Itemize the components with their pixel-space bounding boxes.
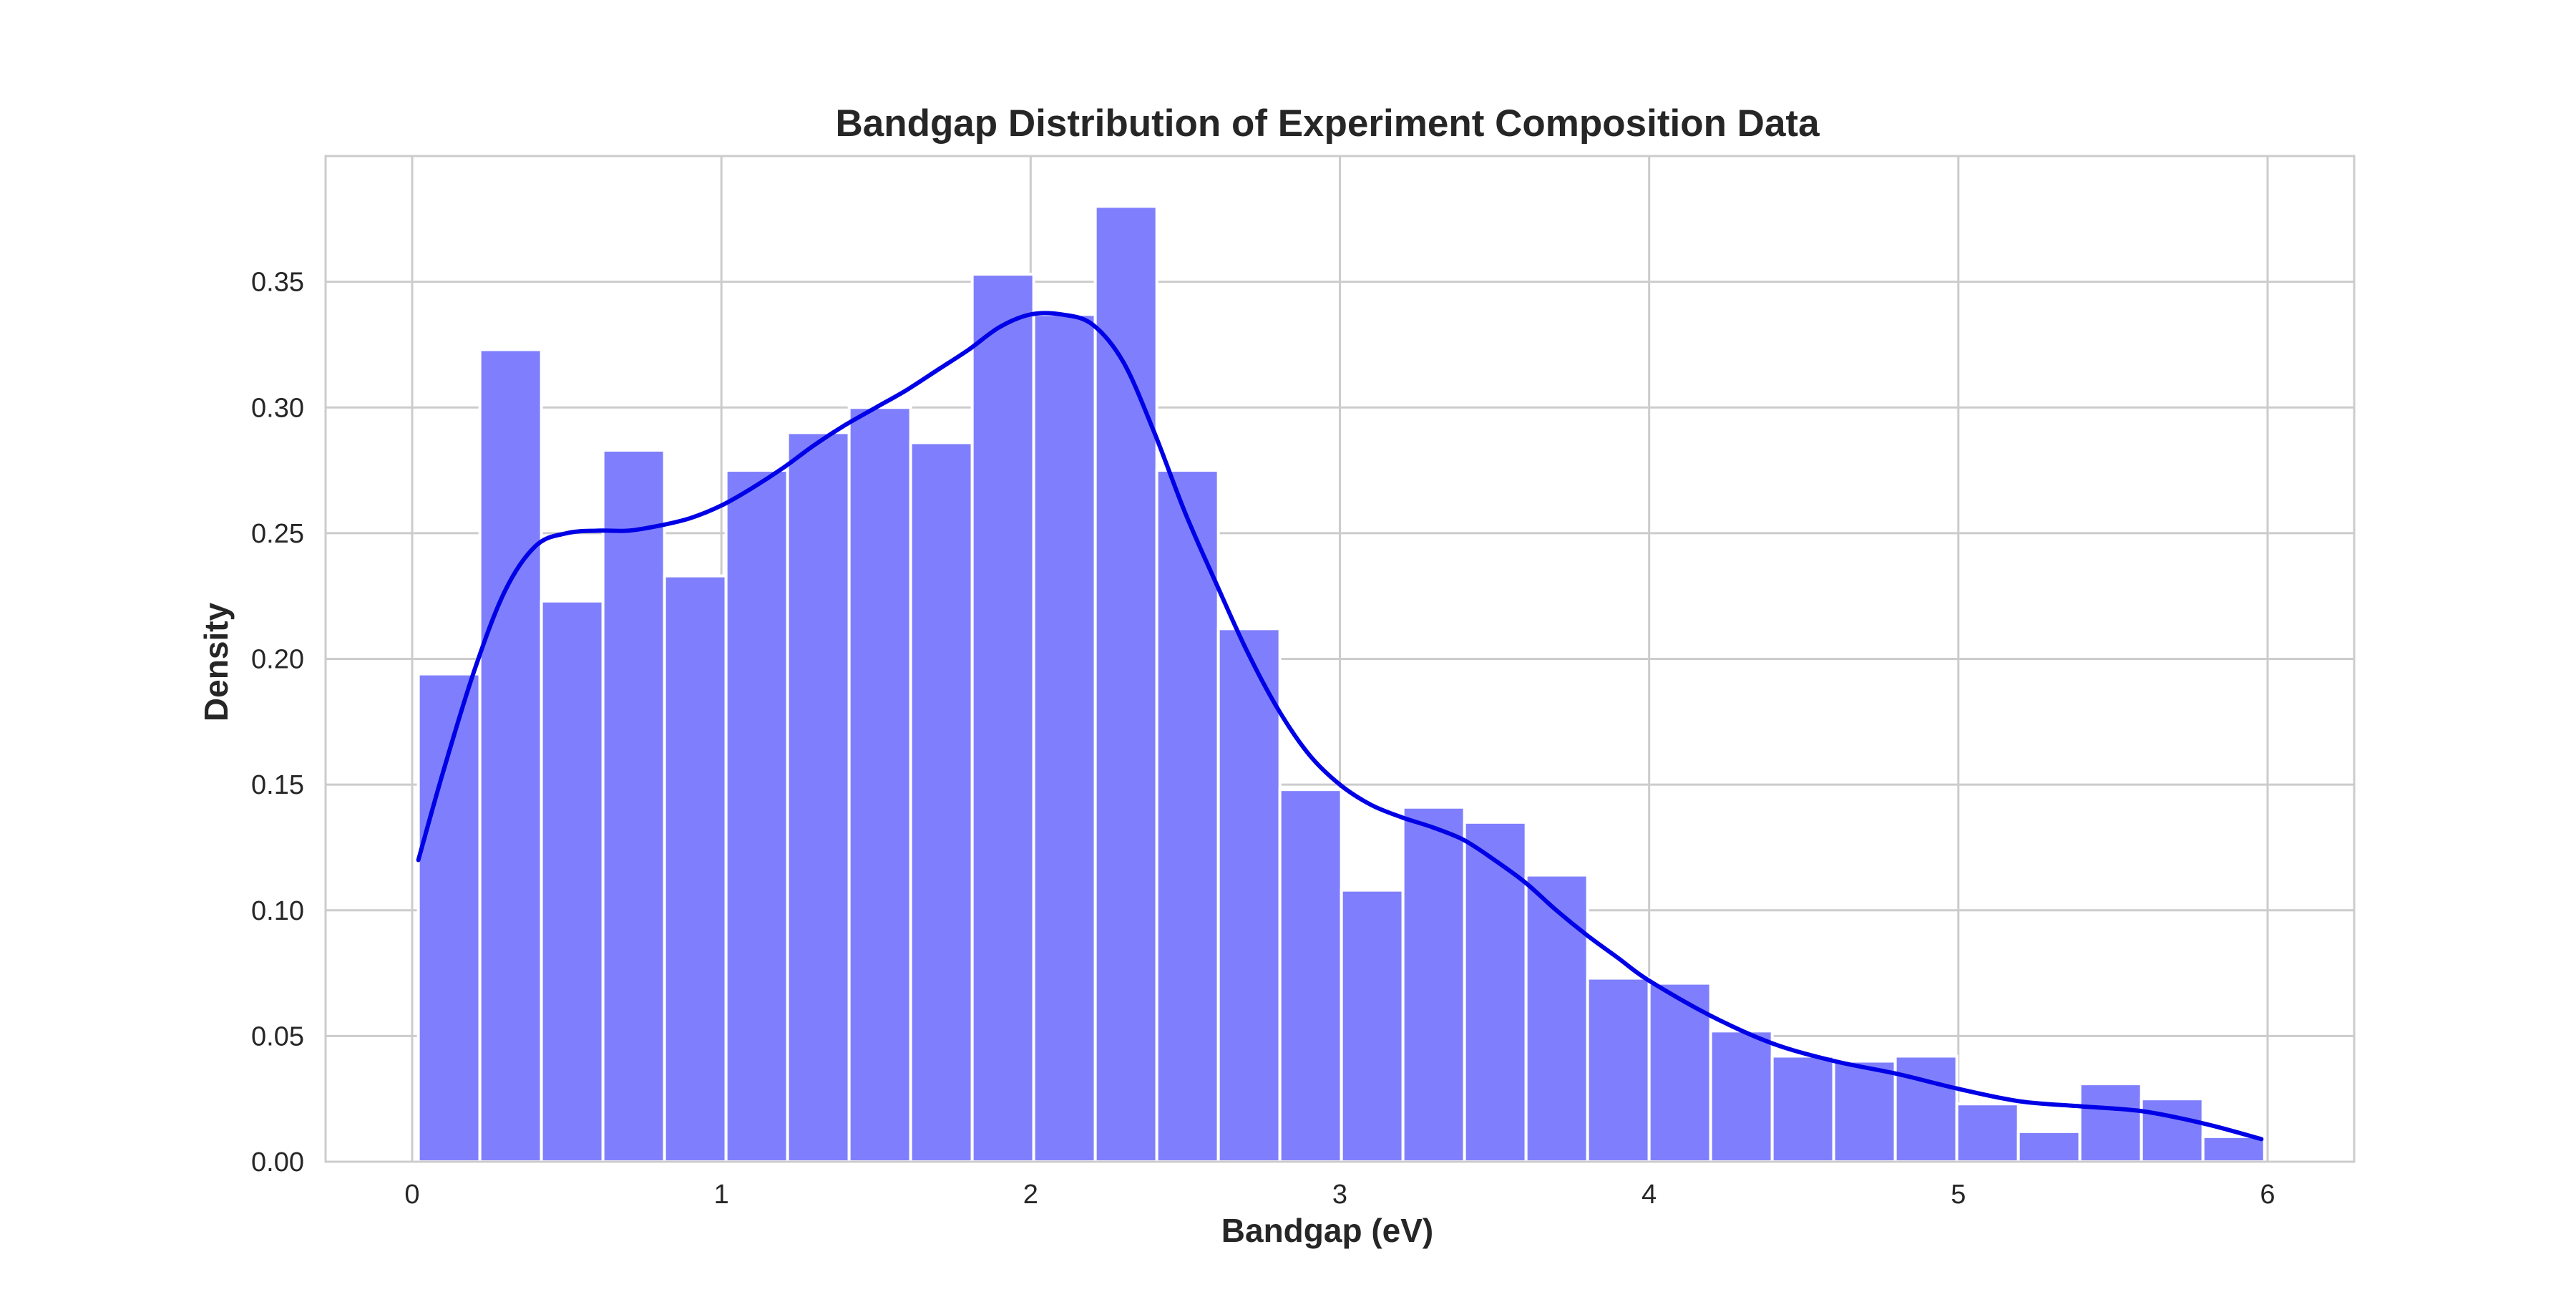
histogram-bar <box>1586 976 1651 1164</box>
chart-title: Bandgap Distribution of Experiment Compo… <box>835 102 1820 145</box>
histogram-bar <box>1463 820 1528 1163</box>
histogram-bar <box>2201 1135 2266 1163</box>
histogram-bar <box>478 348 543 1163</box>
histogram-bar <box>2078 1082 2143 1164</box>
histogram-bar <box>847 406 912 1163</box>
histogram-bar <box>1955 1102 2020 1164</box>
kde-layer <box>416 311 2264 1142</box>
histogram-bar <box>1093 205 1158 1163</box>
x-tick-label: 1 <box>714 1180 729 1210</box>
x-tick-label: 6 <box>2260 1180 2275 1210</box>
bars-layer <box>416 205 2266 1164</box>
histogram-bar <box>1524 873 1589 1163</box>
y-tick-label: 0.15 <box>251 770 304 800</box>
y-tick-label: 0.05 <box>251 1021 304 1051</box>
histogram-bar <box>1216 627 1282 1163</box>
histogram-bar <box>1278 788 1343 1163</box>
histogram-bar <box>1770 1054 1835 1163</box>
y-tick-label: 0.25 <box>251 519 304 549</box>
histogram-bar <box>663 574 728 1163</box>
histogram-bar <box>1401 805 1466 1164</box>
histogram-bar <box>1832 1059 1897 1163</box>
y-tick-label: 0.30 <box>251 393 304 423</box>
histogram-bar <box>724 469 789 1163</box>
histogram-bar <box>1340 888 1405 1164</box>
histogram-bar <box>1893 1054 1958 1163</box>
histogram-bar <box>2016 1130 2082 1163</box>
histogram-bar <box>540 599 605 1163</box>
y-axis-label: Density <box>197 603 235 722</box>
y-tick-label: 0.20 <box>251 645 304 675</box>
x-axis-label: Bandgap (eV) <box>1221 1212 1433 1249</box>
histogram-bar <box>970 273 1035 1163</box>
histogram-bar <box>786 431 851 1163</box>
x-tick-label: 4 <box>1641 1180 1657 1210</box>
histogram-bar <box>1709 1029 1774 1163</box>
kde-curve <box>416 311 2264 1142</box>
x-tick-label: 3 <box>1332 1180 1347 1210</box>
x-tick-label: 5 <box>1951 1180 1966 1210</box>
histogram-bar <box>2140 1097 2205 1163</box>
y-tick-label: 0.35 <box>251 268 304 298</box>
plot-frame <box>324 155 2356 1163</box>
histogram-bar <box>601 448 666 1163</box>
histogram-bar <box>909 441 974 1163</box>
x-tick-label: 0 <box>404 1180 419 1210</box>
tick-labels: 0 1 2 3 4 5 6 0.00 0.05 0.10 0.15 0.20 0.25 0.30 0.35 <box>251 268 2275 1210</box>
x-tick-label: 2 <box>1023 1180 1038 1210</box>
histogram-bar <box>1032 313 1097 1164</box>
histogram-bar <box>1155 469 1220 1163</box>
y-tick-label: 0.10 <box>251 896 304 926</box>
y-tick-label: 0.00 <box>251 1147 304 1177</box>
